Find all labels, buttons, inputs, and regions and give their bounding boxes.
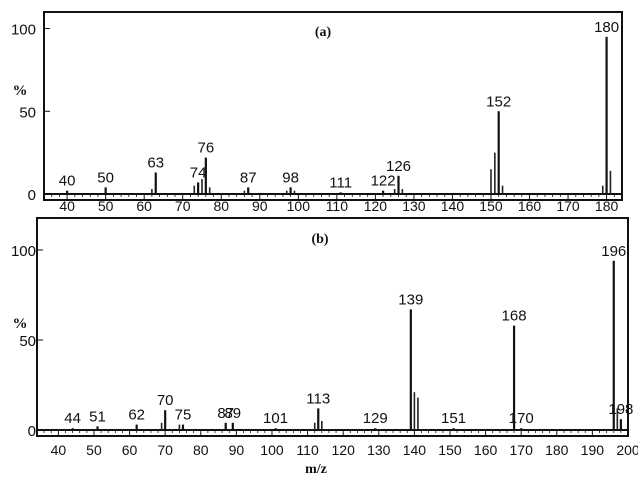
peak-label-198: 198	[608, 401, 633, 418]
x-tick-label: 100	[287, 198, 311, 214]
x-tick-label: 40	[51, 442, 67, 458]
x-tick-label: 110	[296, 442, 319, 458]
peak-label-111: 111	[329, 174, 352, 191]
x-tick-label: 90	[229, 442, 245, 458]
peak-label-76: 76	[197, 140, 214, 157]
peak-label-50: 50	[97, 169, 114, 186]
panel-title: (a)	[315, 25, 332, 40]
x-tick-label: 90	[252, 198, 268, 214]
peak-label-196: 196	[601, 243, 626, 260]
x-tick-label: 130	[402, 198, 426, 214]
x-tick-label: 50	[86, 442, 102, 458]
x-tick-label: 170	[556, 198, 580, 214]
spectrum-panel-1: 0 50 100 40 50 60 70 80 90 100 110 120 130 140 150 160 1…	[11, 11, 623, 214]
x-tick-label: 40	[59, 198, 75, 214]
x-tick-label: 70	[175, 198, 191, 214]
x-tick-label: 180	[595, 198, 619, 214]
x-tick-label: 150	[438, 442, 462, 458]
x-tick-label: 110	[326, 198, 349, 214]
y-tick-label: 0	[28, 423, 36, 440]
y-tick-label: 100	[11, 243, 36, 260]
y-tick-label: 0	[28, 187, 36, 204]
peak-label-75: 75	[175, 407, 192, 424]
peak-label-129: 129	[363, 410, 388, 427]
peak-label-62: 62	[128, 407, 145, 424]
peak-label-87: 87	[240, 169, 257, 186]
y-tick-label: 50	[19, 104, 36, 121]
x-tick-label: 160	[518, 198, 542, 214]
peak-label-98: 98	[282, 169, 299, 186]
peak-label-122: 122	[371, 173, 396, 190]
peak-label-44: 44	[64, 410, 81, 427]
peak-label-89: 89	[224, 405, 241, 422]
x-tick-label: 80	[193, 442, 209, 458]
peak-label-63: 63	[147, 154, 164, 171]
x-tick-label: 60	[122, 442, 138, 458]
peak-label-170: 170	[509, 410, 534, 427]
x-tick-label: 150	[479, 198, 503, 214]
y-tick-label: 50	[19, 333, 36, 350]
spectrum-panel-2: 0 50 100 40 50 60 70 80 90 100 110 120 130 140 150 160 1…	[11, 217, 638, 477]
x-tick-label: 170	[510, 442, 534, 458]
x-tick-label: 140	[441, 198, 465, 214]
x-tick-label: 120	[364, 198, 388, 214]
peak-label-40: 40	[59, 173, 76, 190]
panel-title: (b)	[311, 232, 328, 247]
x-tick-label: 60	[136, 198, 152, 214]
peak-label-74: 74	[190, 164, 207, 181]
peak-label-101: 101	[263, 410, 288, 427]
x-tick-label: 190	[581, 442, 605, 458]
x-tick-label: 100	[260, 442, 284, 458]
x-tick-label: 200	[616, 442, 638, 458]
x-tick-label: 80	[213, 198, 229, 214]
peak-label-87: 87	[217, 405, 234, 422]
peak-label-168: 168	[502, 308, 527, 325]
plot-frame	[36, 217, 629, 437]
x-tick-label: 180	[545, 442, 569, 458]
peak-label-180: 180	[594, 19, 619, 36]
peak-label-152: 152	[486, 93, 511, 110]
peak-label-51: 51	[89, 408, 106, 425]
y-axis-label: %	[13, 316, 28, 332]
peak-label-139: 139	[398, 291, 423, 308]
plot-frame	[43, 11, 623, 201]
x-tick-label: 70	[157, 442, 173, 458]
peak-label-151: 151	[441, 410, 466, 427]
y-tick-label: 100	[11, 22, 36, 39]
peak-label-70: 70	[157, 392, 174, 409]
x-tick-label: 130	[367, 442, 391, 458]
peak-label-126: 126	[386, 158, 411, 175]
x-tick-label: 50	[98, 198, 114, 214]
peak-label-113: 113	[306, 390, 330, 407]
x-axis-label: m/z	[305, 462, 327, 477]
y-axis-label: %	[13, 83, 28, 99]
x-tick-label: 160	[474, 442, 498, 458]
x-tick-label: 140	[403, 442, 427, 458]
x-tick-label: 120	[332, 442, 356, 458]
